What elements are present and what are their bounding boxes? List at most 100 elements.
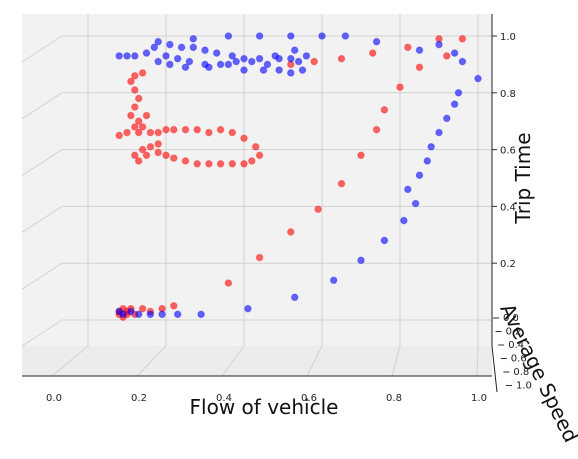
red-point	[154, 128, 162, 137]
red-point	[142, 151, 151, 160]
red-point	[205, 160, 213, 168]
blue-point	[166, 40, 174, 49]
red-point	[458, 35, 467, 43]
red-point	[123, 128, 131, 137]
red-point	[396, 83, 404, 91]
x-axis-label: Flow of vehicle	[190, 395, 339, 419]
x-floor-gridline	[391, 345, 401, 377]
red-point	[404, 43, 412, 52]
red-point	[170, 125, 178, 134]
red-point	[134, 94, 143, 103]
blue-point	[244, 304, 252, 313]
red-point	[131, 86, 139, 94]
blue-point	[197, 310, 205, 319]
blue-point	[435, 128, 443, 137]
red-point	[138, 304, 147, 313]
red-point	[216, 125, 225, 134]
blue-point	[427, 142, 436, 151]
red-point	[170, 302, 178, 310]
blue-point	[162, 52, 170, 60]
blue-point	[415, 46, 424, 55]
z-side-gridline	[21, 35, 63, 63]
blue-point	[212, 49, 221, 57]
blue-point	[228, 52, 237, 60]
z-axis-label: Trip Time	[511, 132, 535, 224]
blue-point	[248, 57, 256, 66]
blue-point	[294, 57, 303, 66]
red-point	[415, 63, 424, 72]
y-tick-label: 0.4	[508, 340, 524, 351]
blue-point	[185, 57, 194, 66]
y-tick-label: 0.2	[506, 327, 522, 338]
red-point	[162, 151, 170, 160]
z-tick-label: 0.6	[500, 146, 516, 157]
z-side-gridline	[21, 92, 63, 120]
y-tick-label: 1.0	[516, 381, 532, 392]
red-point	[205, 128, 213, 137]
red-point	[131, 123, 139, 131]
blue-point	[263, 60, 272, 69]
red-point	[357, 151, 365, 160]
chart-grid	[21, 14, 492, 377]
red-point	[251, 142, 260, 151]
red-point	[368, 49, 377, 57]
blue-point	[411, 199, 420, 208]
x-tick-label: 0.2	[131, 393, 147, 404]
red-point	[193, 160, 201, 168]
red-point	[170, 154, 178, 162]
red-point	[310, 57, 319, 66]
red-point	[138, 145, 147, 154]
blue-point	[400, 216, 408, 225]
blue-point	[302, 52, 311, 60]
chart-marks	[115, 32, 482, 321]
blue-point	[255, 54, 264, 63]
red-point	[216, 160, 225, 168]
red-point	[138, 69, 147, 77]
red-point	[146, 142, 155, 151]
red-point	[240, 134, 248, 143]
blue-point	[201, 46, 209, 55]
blue-point	[474, 74, 482, 83]
x-floor-gridline	[51, 345, 89, 377]
red-point	[127, 111, 135, 120]
blue-point	[287, 69, 295, 77]
red-point	[115, 131, 123, 140]
red-point	[142, 111, 151, 120]
z-side-gridline	[21, 262, 63, 290]
blue-point	[275, 66, 283, 74]
floor-pane	[22, 346, 492, 376]
red-point	[314, 205, 322, 214]
red-point	[228, 160, 237, 168]
blue-point	[341, 32, 350, 40]
blue-point	[131, 52, 139, 60]
x-tick-label: 1.0	[471, 393, 487, 404]
red-point	[134, 128, 143, 137]
blue-point	[127, 307, 135, 316]
blue-point	[357, 256, 365, 265]
red-point	[127, 77, 135, 86]
blue-point	[329, 276, 338, 285]
red-point	[131, 71, 139, 80]
red-point	[337, 54, 346, 63]
red-point	[131, 151, 139, 160]
blue-point	[298, 66, 307, 74]
blue-point	[443, 114, 451, 123]
z-side-gridline	[21, 205, 63, 233]
blue-point	[232, 57, 240, 66]
blue-point	[173, 54, 182, 63]
blue-point	[189, 43, 198, 52]
z-tick-label: 0.2	[500, 259, 516, 270]
blue-point	[158, 310, 166, 319]
red-point	[154, 140, 162, 148]
blue-point	[181, 63, 190, 72]
blue-point	[205, 63, 213, 72]
x-floor-gridline	[221, 345, 245, 377]
red-point	[248, 157, 256, 165]
red-point	[162, 125, 170, 134]
red-point	[154, 148, 162, 157]
red-point	[380, 106, 389, 114]
z-tick-label: 1.0	[500, 32, 516, 43]
x-tick-label: 0.4	[216, 393, 232, 404]
red-point	[193, 125, 201, 134]
y-axis-label: Average Speed	[495, 300, 578, 446]
